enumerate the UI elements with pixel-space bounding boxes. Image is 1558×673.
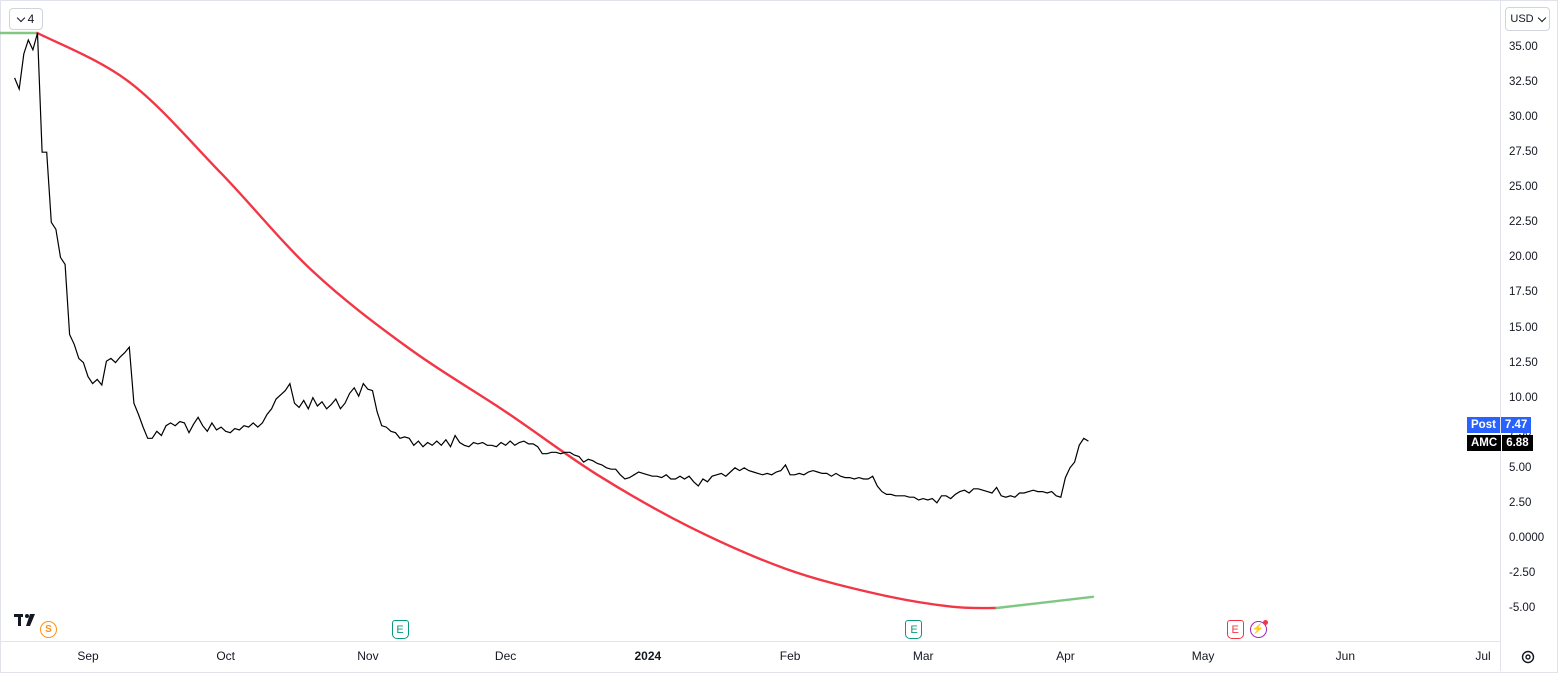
y-tick-label: 5.00 bbox=[1509, 461, 1532, 474]
price-series-line bbox=[14, 32, 1089, 504]
y-tick-label: 10.00 bbox=[1509, 391, 1538, 404]
x-tick-label: Apr bbox=[1056, 649, 1075, 663]
settings-gear-icon[interactable] bbox=[1519, 648, 1537, 666]
price-axis-divider bbox=[1500, 0, 1501, 671]
event-symbol: E bbox=[910, 623, 918, 636]
chevron-down-icon bbox=[1537, 13, 1546, 22]
x-tick-label: Sep bbox=[77, 649, 99, 663]
price-label-value: 7.47 bbox=[1500, 417, 1532, 434]
price-label-amc: AMC 6.88 bbox=[1467, 435, 1533, 452]
y-tick-label: 25.00 bbox=[1509, 181, 1538, 194]
y-tick-label: -2.50 bbox=[1509, 566, 1536, 579]
y-tick-label: 15.00 bbox=[1509, 321, 1538, 334]
curve-segment-rising-end bbox=[995, 595, 1095, 610]
y-tick-label: -5.00 bbox=[1509, 602, 1536, 614]
earnings-event-icon[interactable]: E bbox=[391, 620, 409, 639]
y-tick-label: 17.50 bbox=[1509, 286, 1538, 299]
x-tick-label: Dec bbox=[494, 649, 517, 663]
earnings-event-icon[interactable]: E bbox=[1226, 620, 1244, 639]
flash-event-icon[interactable]: ⚡ bbox=[1249, 620, 1268, 638]
currency-label: USD bbox=[1510, 13, 1534, 25]
x-tick-label: Jun bbox=[1335, 649, 1356, 663]
tradingview-logo-icon[interactable] bbox=[14, 612, 42, 630]
event-symbol: E bbox=[396, 623, 404, 636]
y-tick-label: 32.50 bbox=[1509, 76, 1538, 89]
x-tick-label: Oct bbox=[216, 649, 235, 663]
chevron-down-icon bbox=[16, 13, 25, 22]
currency-select[interactable]: USD bbox=[1505, 7, 1550, 31]
price-label-post: Post 7.47 bbox=[1467, 417, 1532, 434]
earnings-event-icon[interactable]: E bbox=[905, 620, 923, 639]
curve-segment-falling bbox=[36, 31, 998, 610]
y-tick-label: 30.00 bbox=[1509, 111, 1538, 124]
y-tick-label: 20.00 bbox=[1509, 251, 1538, 264]
y-tick-label: 35.00 bbox=[1509, 41, 1538, 53]
price-label-name: AMC bbox=[1467, 435, 1502, 452]
chart-plot-area[interactable] bbox=[0, 0, 1500, 641]
x-tick-label: Nov bbox=[357, 649, 379, 663]
y-tick-label: 2.50 bbox=[1509, 496, 1532, 509]
x-tick-label: Jul bbox=[1475, 649, 1491, 663]
y-tick-label: 22.50 bbox=[1509, 216, 1538, 229]
indicator-curve-group bbox=[0, 31, 1095, 610]
y-tick-label: 0.0000 bbox=[1509, 531, 1545, 544]
event-symbol: ⚡ bbox=[1251, 624, 1265, 635]
event-symbol: S bbox=[45, 624, 52, 635]
price-line-group bbox=[14, 32, 1089, 504]
y-tick-label: 12.50 bbox=[1509, 356, 1538, 369]
price-label-name: Post bbox=[1467, 417, 1500, 434]
time-axis-divider bbox=[0, 641, 1500, 642]
x-tick-label: 2024 bbox=[634, 649, 662, 663]
x-tick-label: May bbox=[1191, 649, 1215, 663]
notification-dot bbox=[1262, 620, 1268, 625]
price-label-value: 6.88 bbox=[1502, 435, 1533, 452]
event-symbol: E bbox=[1231, 623, 1239, 636]
split-event-icon[interactable]: S bbox=[40, 621, 57, 638]
collapse-count: 4 bbox=[27, 12, 35, 26]
collapse-indicators-button[interactable]: 4 bbox=[9, 8, 43, 30]
y-tick-label: 27.50 bbox=[1509, 146, 1538, 159]
x-tick-label: Mar bbox=[912, 649, 934, 663]
x-tick-label: Feb bbox=[779, 649, 801, 663]
